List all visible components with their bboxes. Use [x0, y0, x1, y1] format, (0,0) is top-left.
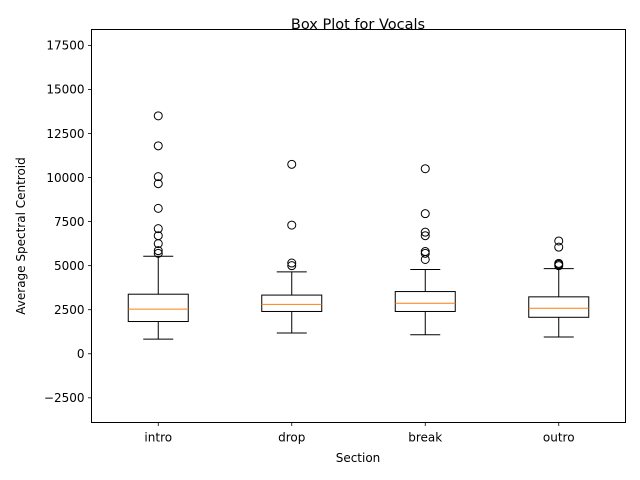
y-tick-label: 12500 [46, 127, 84, 141]
outlier-point [554, 258, 564, 268]
outlier-point [287, 258, 297, 268]
outlier-point [153, 231, 163, 241]
box-break [394, 164, 456, 336]
chart-title: Box Plot for Vocals [291, 17, 425, 33]
outlier-point [153, 203, 163, 213]
box-series [127, 111, 590, 340]
x-tick-label: outro [543, 431, 575, 445]
iqr-box [394, 291, 456, 312]
outlier-point [554, 236, 564, 246]
iqr-box [127, 293, 189, 323]
y-tick-label: 10000 [46, 171, 84, 185]
iqr-box [528, 296, 590, 318]
outlier-point [153, 246, 163, 256]
outlier-point [153, 224, 163, 234]
outlier-point [287, 220, 297, 230]
y-tick-label: 17500 [46, 39, 84, 53]
y-tick-label: 0 [77, 347, 85, 361]
outlier-point [153, 248, 163, 258]
box-drop [261, 159, 323, 334]
x-tick-label: intro [144, 431, 172, 445]
x-axis-label: Section [336, 451, 381, 465]
y-axis: −2500 0 2500 5000 7500 10000 12500 15000 17500 [44, 39, 92, 405]
x-axis: intro drop break outro [144, 422, 575, 445]
box-intro [127, 111, 189, 340]
outlier-point [420, 227, 430, 237]
outlier-point [287, 159, 297, 169]
outlier-point [420, 231, 430, 241]
x-tick-label: break [408, 431, 442, 445]
y-axis-label: Average Spectral Centroid [14, 157, 28, 314]
box-outro [528, 236, 590, 338]
outlier-point [420, 164, 430, 174]
y-tick-label: 15000 [46, 83, 84, 97]
y-tick-label: −2500 [44, 391, 85, 405]
y-tick-label: 5000 [54, 259, 85, 273]
outlier-point [153, 179, 163, 189]
plot-area-frame [91, 29, 626, 423]
y-tick-label: 7500 [54, 215, 85, 229]
outlier-point [420, 247, 430, 257]
y-tick-label: 2500 [54, 303, 85, 317]
outlier-point [153, 111, 163, 121]
outlier-point [420, 209, 430, 219]
iqr-box [261, 294, 323, 312]
x-tick-label: drop [278, 431, 305, 445]
outlier-point [153, 141, 163, 151]
outlier-point [153, 172, 163, 182]
outlier-point [554, 242, 564, 252]
outlier-point [287, 261, 297, 271]
